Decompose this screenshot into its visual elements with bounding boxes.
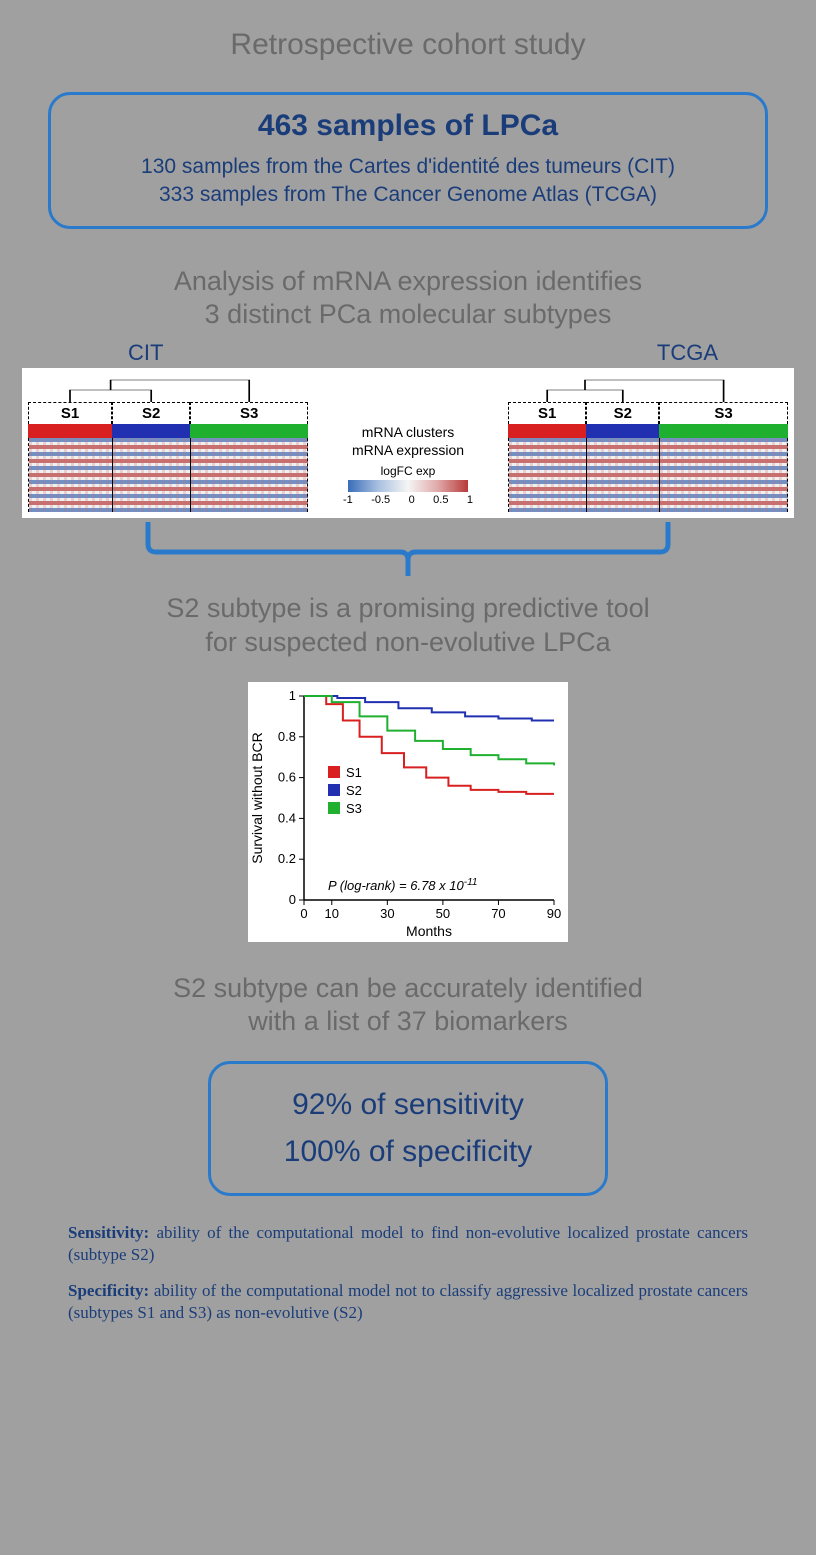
cluster-color-segment: [508, 424, 586, 438]
s2-heading-line1: S2 subtype is a promising predictive too…: [166, 593, 649, 623]
cluster-label: S1: [508, 402, 586, 424]
samples-title: 463 samples of LPCa: [69, 109, 747, 143]
specificity-term: Specificity:: [68, 1281, 149, 1300]
expression-column: [509, 438, 587, 512]
specificity-definition: Specificity: ability of the computationa…: [68, 1280, 748, 1324]
svg-text:30: 30: [380, 906, 394, 921]
analysis-heading: Analysis of mRNA expression identifies 3…: [0, 265, 816, 333]
expression-column: [660, 438, 788, 512]
biomarker-heading-line2: with a list of 37 biomarkers: [248, 1006, 568, 1036]
svg-text:10: 10: [325, 906, 339, 921]
heatmap-cit: S1S2S3: [28, 374, 308, 512]
cluster-color-segment: [112, 424, 190, 438]
heatmap-tcga: S1S2S3: [508, 374, 788, 512]
heatmap-center-legend: mRNA clusters mRNA expression logFC exp …: [318, 374, 498, 512]
metrics-box: 92% of sensitivity 100% of specificity: [208, 1061, 608, 1196]
svg-text:Survival without BCR: Survival without BCR: [249, 732, 265, 864]
expression-column: [29, 438, 113, 512]
colorbar-title: logFC exp: [318, 464, 498, 478]
cluster-color-bar: [508, 424, 788, 438]
svg-text:0: 0: [300, 906, 307, 921]
analysis-heading-line2: 3 distinct PCa molecular subtypes: [205, 299, 612, 329]
colorbar-tick: 0.5: [433, 494, 448, 506]
samples-line-cit: 130 samples from the Cartes d'identité d…: [69, 153, 747, 181]
cluster-label: S3: [659, 402, 788, 424]
samples-line-tcga: 333 samples from The Cancer Genome Atlas…: [69, 181, 747, 209]
expression-column: [191, 438, 308, 512]
cluster-label: S2: [586, 402, 659, 424]
expression-column: [113, 438, 191, 512]
cluster-color-segment: [586, 424, 659, 438]
colorbar-ticks: -1 -0.5 0 0.5 1: [343, 494, 473, 506]
page-title: Retrospective cohort study: [0, 0, 816, 62]
cluster-color-segment: [28, 424, 112, 438]
svg-text:0: 0: [289, 892, 296, 907]
dendrogram: [28, 374, 308, 402]
expression-heatmap: [28, 438, 308, 512]
cluster-labels-row: S1S2S3: [508, 402, 788, 424]
heatmap-cohort-labels: CIT TCGA: [28, 340, 788, 366]
svg-text:0.8: 0.8: [278, 728, 296, 743]
cluster-label: S1: [28, 402, 112, 424]
s2-heading-line2: for suspected non-evolutive LPCa: [205, 627, 610, 657]
survival-chart: 00.20.40.60.8101030507090Survival withou…: [248, 682, 568, 942]
svg-text:0.4: 0.4: [278, 810, 296, 825]
svg-text:0.6: 0.6: [278, 769, 296, 784]
cluster-color-bar: [28, 424, 308, 438]
svg-text:P (log-rank) = 6.78 x 10-11: P (log-rank) = 6.78 x 10-11: [328, 877, 477, 893]
sensitivity-metric: 92% of sensitivity: [221, 1082, 595, 1129]
sensitivity-term: Sensitivity:: [68, 1223, 149, 1242]
sensitivity-text: ability of the computational model to fi…: [68, 1223, 748, 1264]
cluster-color-segment: [190, 424, 308, 438]
heatmap-label-cit: CIT: [128, 340, 163, 366]
heatmap-label-tcga: TCGA: [657, 340, 718, 366]
specificity-metric: 100% of specificity: [221, 1129, 595, 1176]
biomarker-heading: S2 subtype can be accurately identified …: [0, 972, 816, 1040]
svg-text:Months: Months: [406, 923, 452, 939]
cluster-label: S2: [112, 402, 190, 424]
dendrogram: [508, 374, 788, 402]
expression-heatmap: [508, 438, 788, 512]
cluster-color-segment: [659, 424, 788, 438]
samples-box: 463 samples of LPCa 130 samples from the…: [48, 92, 768, 229]
specificity-text: ability of the computational model not t…: [68, 1281, 748, 1322]
svg-text:90: 90: [547, 906, 561, 921]
svg-text:S2: S2: [346, 783, 362, 798]
analysis-heading-line1: Analysis of mRNA expression identifies: [174, 266, 642, 296]
center-label-expression: mRNA expression: [318, 442, 498, 458]
colorbar-tick: 1: [467, 494, 473, 506]
s2-predictive-heading: S2 subtype is a promising predictive too…: [0, 592, 816, 660]
colorbar: logFC exp -1 -0.5 0 0.5 1: [318, 464, 498, 506]
heatmap-panel: S1S2S3 mRNA clusters mRNA expression log…: [22, 368, 794, 518]
expression-column: [587, 438, 660, 512]
cluster-labels-row: S1S2S3: [28, 402, 308, 424]
svg-text:70: 70: [491, 906, 505, 921]
bracket-connector: [88, 518, 728, 582]
sensitivity-definition: Sensitivity: ability of the computationa…: [68, 1222, 748, 1266]
biomarker-heading-line1: S2 subtype can be accurately identified: [173, 973, 643, 1003]
svg-text:S3: S3: [346, 801, 362, 816]
colorbar-tick: 0: [409, 494, 415, 506]
cluster-label: S3: [190, 402, 308, 424]
colorbar-gradient: [348, 480, 468, 492]
svg-text:S1: S1: [346, 765, 362, 780]
svg-text:50: 50: [436, 906, 450, 921]
center-label-clusters: mRNA clusters: [318, 424, 498, 440]
colorbar-tick: -0.5: [371, 494, 390, 506]
svg-text:0.2: 0.2: [278, 851, 296, 866]
definitions-block: Sensitivity: ability of the computationa…: [68, 1222, 748, 1324]
svg-text:1: 1: [289, 688, 296, 703]
colorbar-tick: -1: [343, 494, 353, 506]
